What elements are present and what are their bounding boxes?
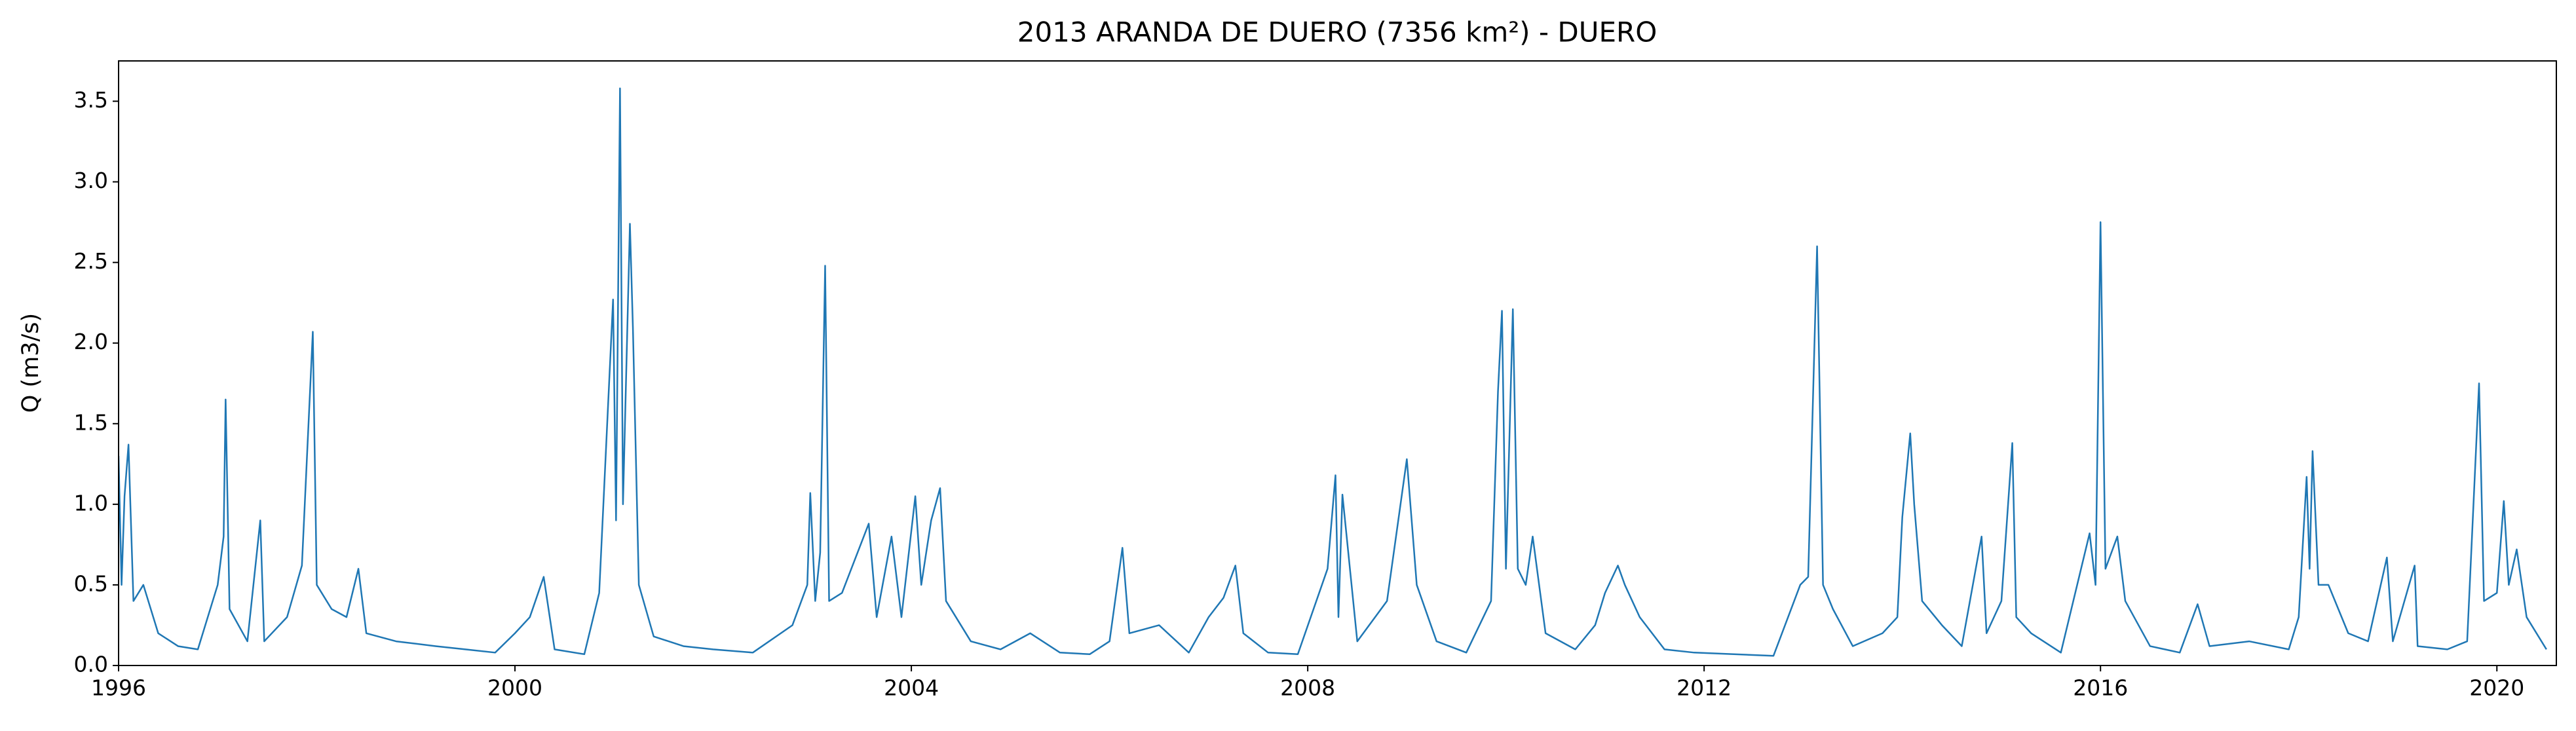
y-tick-label: 2.5 [74, 248, 108, 274]
y-tick-label: 0.0 [74, 652, 108, 677]
x-tick-label: 2008 [1280, 675, 1335, 701]
data-line [119, 87, 2547, 657]
y-tick-label: 2.0 [74, 329, 108, 354]
y-tick-label: 3.0 [74, 168, 108, 193]
y-tick-label: 1.5 [74, 409, 108, 435]
chart-title: 2013 ARANDA DE DUERO (7356 km²) - DUERO [1017, 16, 1657, 48]
x-tick-label: 2020 [2469, 675, 2524, 701]
x-tick-label: 1996 [91, 675, 146, 701]
y-axis-label: Q (m3/s) [18, 313, 44, 413]
y-tick-label: 3.5 [74, 87, 108, 113]
x-tick-label: 2004 [884, 675, 939, 701]
plot-frame [118, 60, 2557, 666]
y-tick-label: 1.0 [74, 490, 108, 515]
x-tick-label: 2016 [2073, 675, 2128, 701]
y-tick-label: 0.5 [74, 571, 108, 596]
x-tick-label: 2012 [1676, 675, 1732, 701]
x-tick-label: 2000 [487, 675, 542, 701]
